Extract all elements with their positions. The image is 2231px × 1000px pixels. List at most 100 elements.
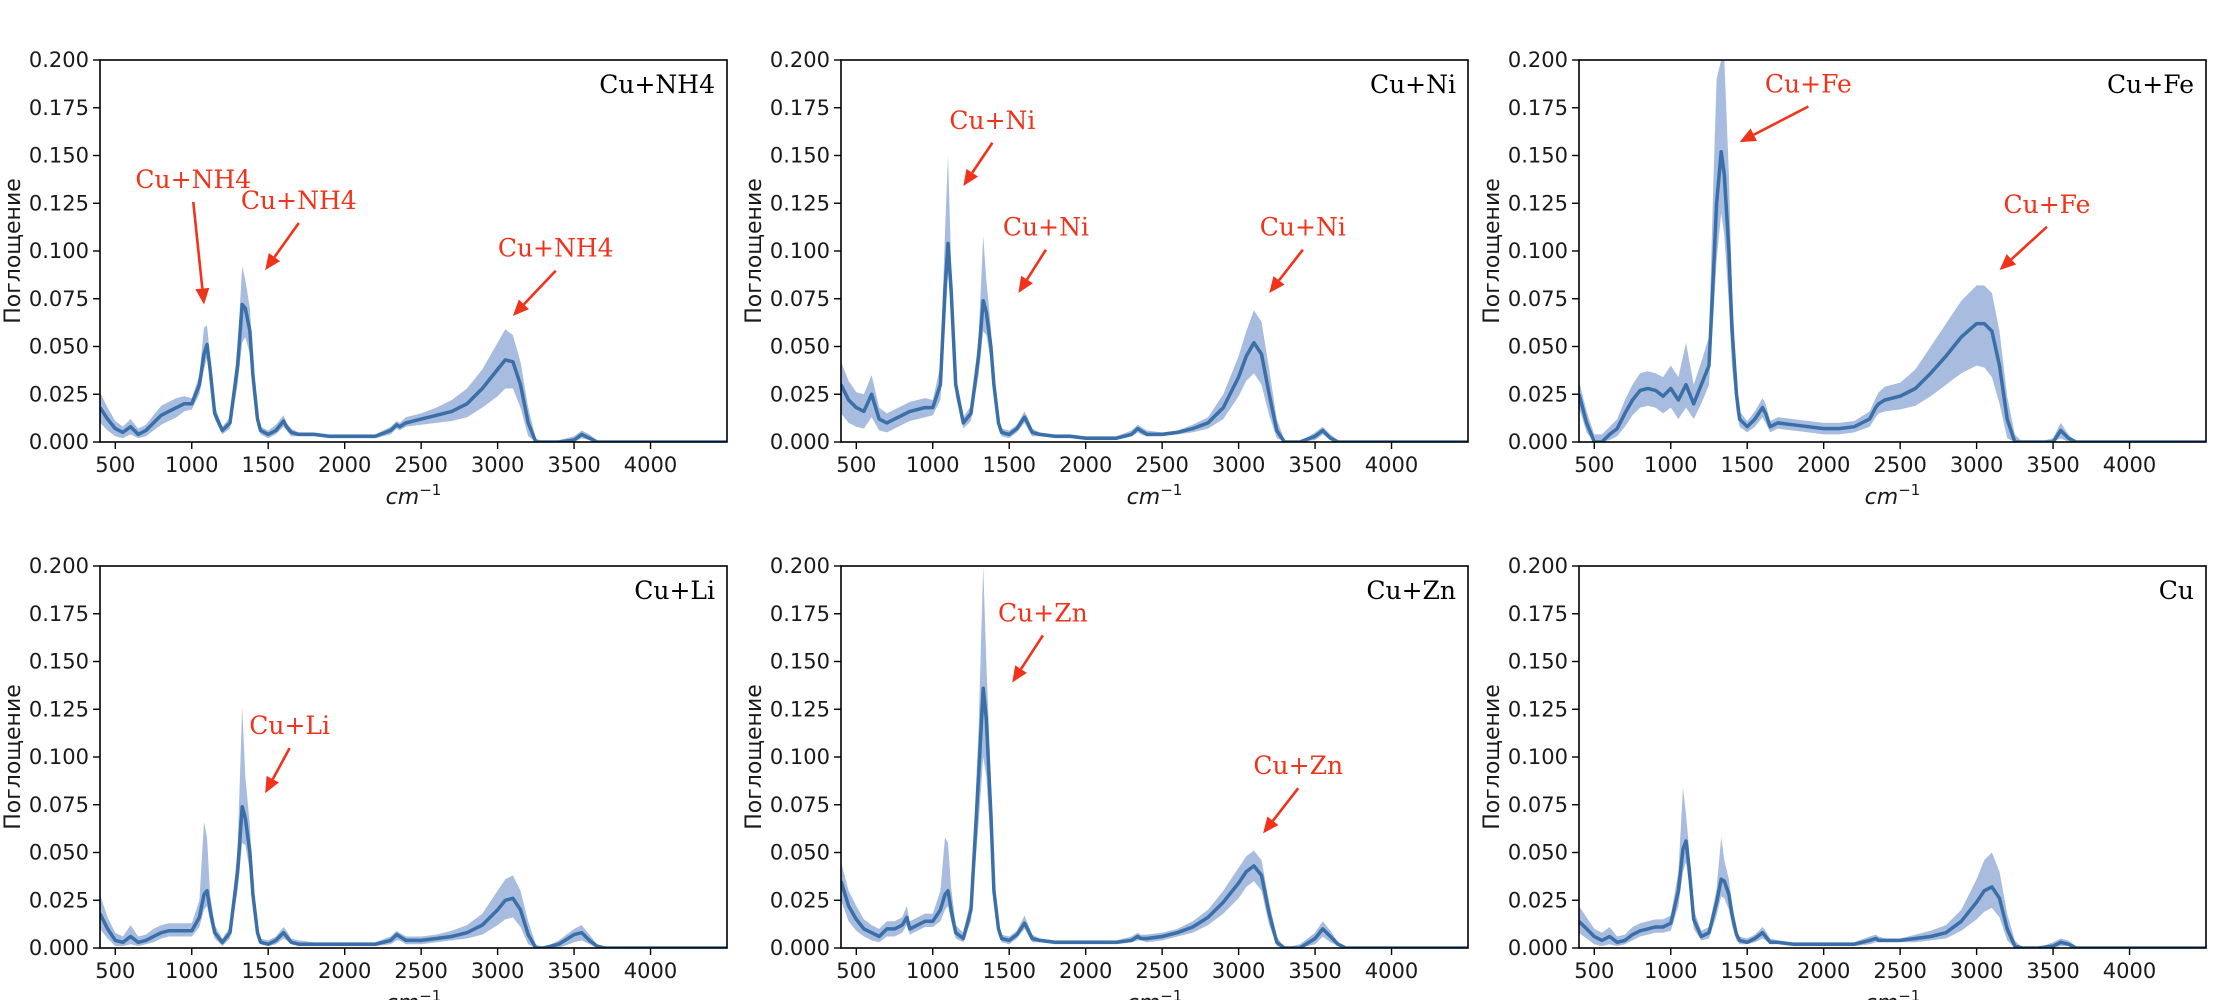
annotation-arrowhead: [1263, 816, 1279, 834]
plot-area: [841, 155, 1468, 442]
y-tick-label: 0.100: [770, 745, 830, 769]
y-tick-label: 0.000: [1508, 430, 1568, 454]
y-tick-label: 0.200: [770, 48, 830, 72]
y-tick-label: 0.050: [1508, 841, 1568, 865]
annotation-arrowhead: [963, 168, 979, 187]
x-axis-label: cm−1: [386, 481, 442, 510]
panel-title: Cu+Zn: [1366, 576, 1456, 605]
x-tick-label: 2500: [394, 453, 447, 477]
x-tick-label: 3000: [1212, 453, 1265, 477]
x-tick-label: 3500: [547, 959, 600, 983]
subplot-2: 0.000 0.025 0.050 0.075 0.100 0.125 0.150 0.175…: [742, 48, 1469, 510]
x-tick-label: 3500: [1288, 453, 1341, 477]
x-tick-label: 3000: [471, 453, 524, 477]
mean-line: [1579, 149, 2206, 442]
y-tick-label: 0.175: [770, 602, 830, 626]
y-tick-label: 0.025: [29, 382, 89, 406]
y-tick-label: 0.200: [1508, 554, 1568, 578]
confidence-band: [1579, 787, 2206, 948]
y-tick-label: 0.175: [770, 96, 830, 120]
axes-frame: [840, 565, 1469, 949]
x-tick-label: 2500: [1135, 453, 1188, 477]
axes-frame: [99, 59, 728, 443]
x-axis-label: cm−1: [1127, 481, 1183, 510]
y-tick-label: 0.100: [29, 745, 89, 769]
annotation-label: Cu+Ni: [1260, 213, 1346, 242]
x-tick-label: 1000: [1644, 453, 1697, 477]
x-tick-label: 500: [1574, 959, 1614, 983]
y-tick-label: 0.200: [29, 48, 89, 72]
x-tick-label: 500: [836, 453, 876, 477]
y-tick-label: 0.050: [29, 335, 89, 359]
y-tick-label: 0.075: [1508, 793, 1568, 817]
y-tick-label: 0.000: [29, 430, 89, 454]
annotation-arrowhead: [195, 287, 210, 305]
x-tick-label: 2000: [318, 959, 371, 983]
x-tick-label: 3500: [2026, 959, 2079, 983]
annotation-arrowhead: [512, 299, 529, 316]
mean-line: [841, 686, 1468, 948]
x-tick-label: 3000: [1212, 959, 1265, 983]
annotation-label: Cu+NH4: [498, 234, 614, 263]
annotation-arrow: [273, 222, 300, 258]
mean-line: [100, 302, 727, 442]
y-tick-label: 0.000: [1508, 936, 1568, 960]
annotation-arrow: [191, 201, 204, 289]
annotation-label: Cu+NH4: [241, 186, 357, 215]
x-tick-label: 1000: [906, 453, 959, 477]
x-tick-label: 2500: [1135, 959, 1188, 983]
y-tick-label: 0.125: [770, 697, 830, 721]
x-tick-label: 1000: [165, 453, 218, 477]
x-tick-label: 1500: [241, 959, 294, 983]
plot-area: [1579, 787, 2206, 948]
y-tick-label: 0.100: [29, 239, 89, 263]
x-tick-label: 3000: [471, 959, 524, 983]
y-tick-label: 0.150: [770, 650, 830, 674]
y-tick-label: 0.100: [770, 239, 830, 263]
y-axis-label: Поглощение: [1, 684, 26, 830]
axes-frame: [1578, 565, 2207, 949]
y-tick-label: 0.150: [1508, 650, 1568, 674]
y-tick-label: 0.150: [770, 144, 830, 168]
y-tick-label: 0.075: [770, 793, 830, 817]
x-tick-label: 3500: [2026, 453, 2079, 477]
x-tick-label: 1500: [982, 959, 1035, 983]
x-tick-label: 4000: [1365, 959, 1418, 983]
y-tick-label: 0.150: [1508, 144, 1568, 168]
annotation-arrow: [271, 747, 291, 780]
y-tick-label: 0.175: [1508, 602, 1568, 626]
x-tick-label: 4000: [1365, 453, 1418, 477]
x-tick-label: 4000: [2103, 959, 2156, 983]
annotation-arrowhead: [265, 253, 281, 271]
x-tick-label: 3000: [1950, 453, 2003, 477]
y-tick-label: 0.075: [29, 287, 89, 311]
annotation-arrowhead: [265, 775, 279, 794]
y-tick-label: 0.175: [29, 96, 89, 120]
x-tick-label: 1000: [1644, 959, 1697, 983]
y-axis-label: Поглощение: [742, 684, 767, 830]
y-tick-label: 0.125: [1508, 191, 1568, 215]
axes-frame: [99, 565, 728, 949]
annotation-arrow: [1271, 787, 1300, 822]
plot-area: [1579, 60, 2206, 442]
x-tick-label: 2000: [1797, 959, 1850, 983]
confidence-band: [841, 566, 1468, 948]
y-tick-label: 0.150: [29, 650, 89, 674]
x-tick-label: 3500: [547, 453, 600, 477]
plot-area: [100, 707, 727, 948]
x-tick-label: 500: [95, 959, 135, 983]
x-tick-label: 2000: [318, 453, 371, 477]
y-tick-label: 0.075: [29, 793, 89, 817]
annotation-arrow: [1019, 634, 1044, 670]
annotation-arrowhead: [1739, 128, 1757, 143]
annotation-arrowhead: [1999, 254, 2017, 271]
x-tick-label: 500: [1574, 453, 1614, 477]
y-tick-label: 0.025: [1508, 382, 1568, 406]
subplot-3: 0.000 0.025 0.050 0.075 0.100 0.125 0.150 0.175…: [1480, 48, 2207, 510]
y-tick-label: 0.050: [29, 841, 89, 865]
y-tick-label: 0.025: [770, 382, 830, 406]
x-tick-label: 2500: [394, 959, 447, 983]
x-tick-label: 1500: [241, 453, 294, 477]
panel-title: Cu+Fe: [2107, 70, 2194, 99]
